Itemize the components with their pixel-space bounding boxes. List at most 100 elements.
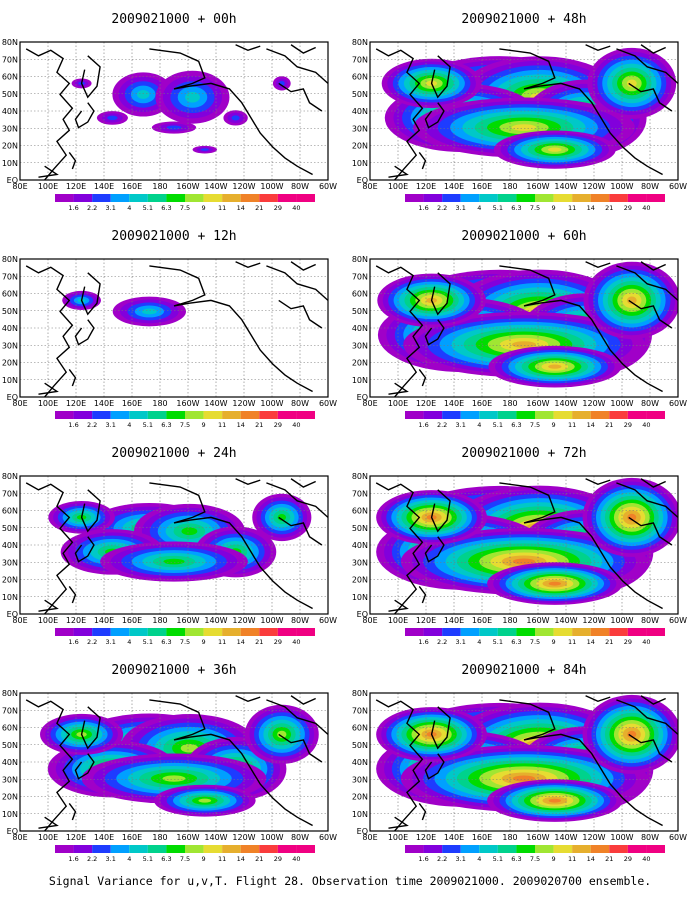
x-tick-label: 140E [94,616,114,625]
colorbar-label: 7.5 [530,855,540,863]
colorbar-cell [296,411,315,419]
colorbar-cell [185,194,204,202]
x-tick-label: 120E [66,616,86,625]
x-tick-label: 140E [444,182,464,191]
colorbar-label: 29 [274,204,282,212]
colorbar-label: 5.1 [493,421,503,429]
colorbar-label: 1.6 [418,204,428,212]
x-tick-label: 80W [291,616,309,625]
colorbar-cell [203,194,223,202]
y-tick-label: 70N [2,706,18,715]
x-tick-label: 120W [582,182,605,191]
colorbar-cell [442,411,461,419]
colorbar-label: 29 [274,638,282,646]
y-tick-label: 80N [352,689,368,698]
y-tick-label: 30N [352,341,368,350]
colorbar-label: 1.6 [418,421,428,429]
colorbar-cell [55,411,74,419]
x-tick-label: 120E [416,182,436,191]
colorbar-label: 7.5 [530,638,540,646]
coastline [278,82,323,112]
colorbar-cell [110,411,130,419]
colorbar-label: 40 [642,421,650,429]
map-field [370,693,678,831]
colorbar-label: 5.1 [493,638,503,646]
x-tick-label: 140E [444,399,464,408]
colorbar-label: 2.2 [87,855,97,863]
map-panel: 2009021000 + 84h 80N 70N 60N 50N 40N 30N 20N 10N… [352,663,687,863]
y-tick-label: 80N [2,255,18,264]
signal-contour [512,558,536,565]
y-tick-label: 10N [352,593,368,602]
colorbar-cell [259,411,278,419]
signal-contour [162,775,186,782]
colorbar-label: 7.5 [180,421,190,429]
signal-contour [277,730,287,739]
y-tick-label: 40N [2,324,18,333]
signal-contour [548,581,561,586]
y-tick-label: EQ [357,393,368,402]
colorbar-cell [166,628,185,636]
colorbar-label: 6.3 [161,421,171,429]
y-tick-label: 70N [2,272,18,281]
colorbar-label: 7.5 [530,204,540,212]
x-tick-label: 180 [502,616,517,625]
coastline [499,265,663,393]
x-tick-label: 100W [610,833,633,842]
coastline [80,272,101,316]
y-tick-label: 70N [2,489,18,498]
colorbar-cell [259,628,278,636]
coastline [68,151,77,170]
colorbar-label: 5.1 [493,204,503,212]
colorbar-cell [277,845,297,853]
colorbar-cell [166,411,185,419]
colorbar-cell [553,628,573,636]
x-tick-label: 60W [319,399,337,408]
coastline [290,261,316,271]
coastline [616,482,678,518]
y-tick-label: 40N [352,324,368,333]
x-tick-label: 60W [319,833,337,842]
x-tick-label: 100E [38,833,58,842]
colorbar-cell [590,411,610,419]
coastline [424,102,445,129]
signal-contour [512,775,536,782]
colorbar-label: 2.2 [437,855,447,863]
colorbar-cell [460,628,480,636]
x-tick-label: 100E [388,182,408,191]
map-frame [369,475,679,615]
colorbar-cell [535,194,554,202]
colorbar-cell [535,411,554,419]
colorbar-cell [442,845,461,853]
x-tick-label: 120W [582,833,605,842]
colorbar-cell [460,411,480,419]
x-tick-label: 100W [260,616,283,625]
y-tick-label: 40N [352,541,368,550]
y-tick-label: EQ [357,176,368,185]
colorbar-cell [460,194,480,202]
colorbar-label: 11 [218,421,226,429]
y-tick-label: 40N [352,758,368,767]
x-tick-label: 140E [94,182,114,191]
coastline [585,261,611,269]
x-tick-label: 120W [232,833,255,842]
colorbar-cell [572,411,591,419]
colorbar-cell [497,628,517,636]
colorbar-label: 2.2 [87,638,97,646]
colorbar-label: 11 [218,638,226,646]
y-tick-label: 30N [352,558,368,567]
x-tick-label: 160E [472,182,492,191]
y-tick-label: 20N [352,793,368,802]
x-tick-label: 80E [362,399,377,408]
colorbar-label: 6.3 [161,855,171,863]
signal-contour [231,115,240,121]
coastline [290,478,316,488]
colorbar-cell [405,628,424,636]
colorbar-label: 5.1 [143,204,153,212]
colorbar-cell [296,628,315,636]
y-tick-label: EQ [7,176,18,185]
signal-contour [626,296,637,305]
colorbar-label: 9 [552,855,556,863]
y-tick-label: 20N [2,793,18,802]
y-tick-label: 50N [352,307,368,316]
